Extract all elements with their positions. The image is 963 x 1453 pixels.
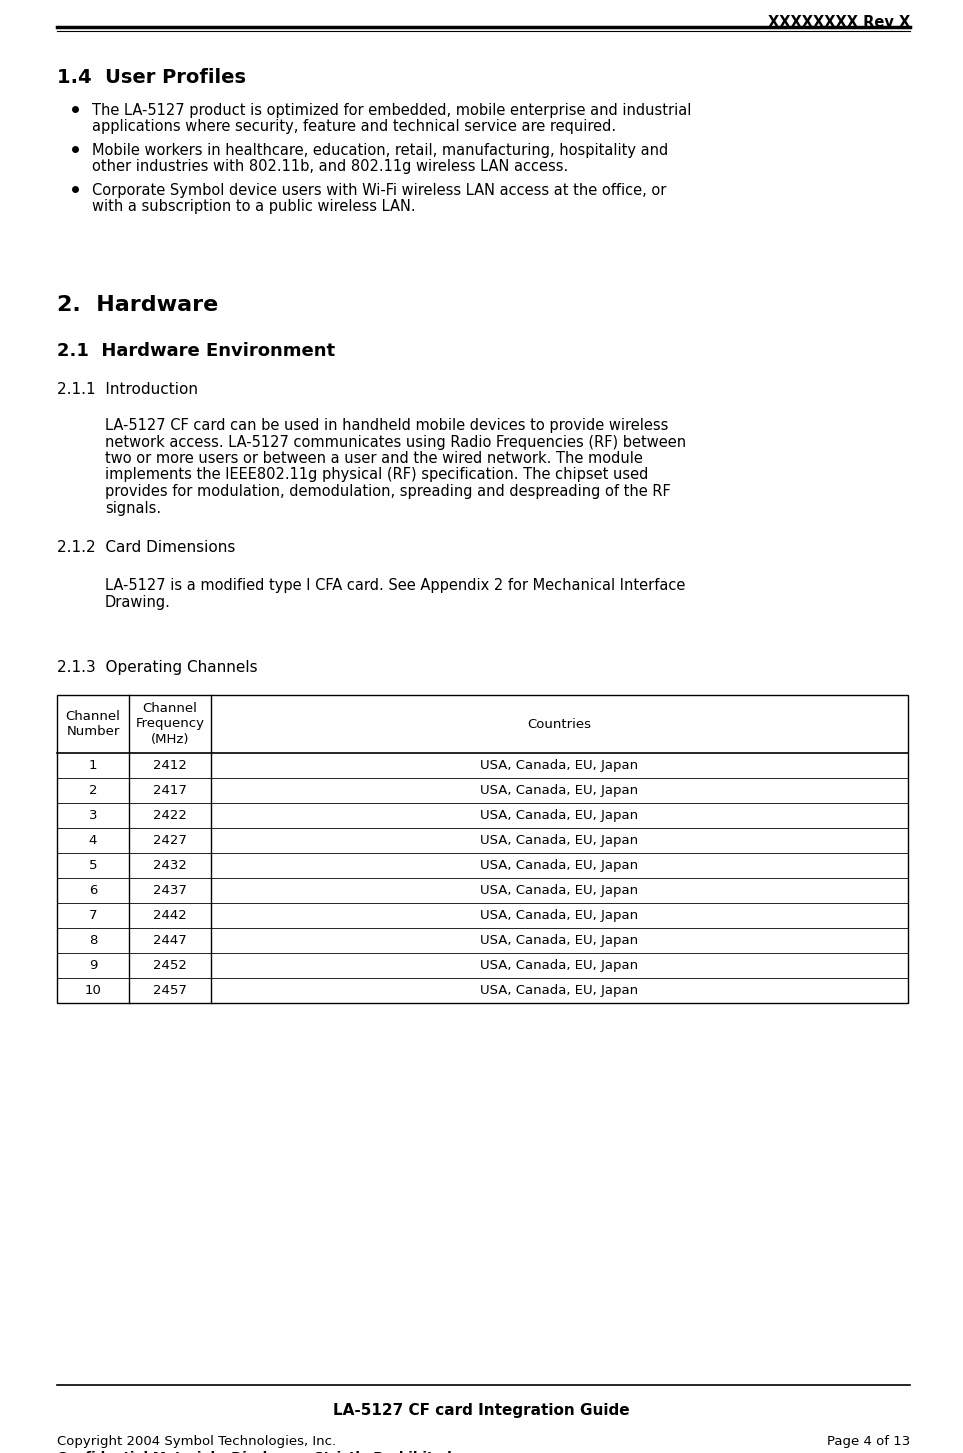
Text: USA, Canada, EU, Japan: USA, Canada, EU, Japan — [481, 984, 638, 997]
Text: 2.1.1  Introduction: 2.1.1 Introduction — [57, 382, 198, 397]
Text: 2432: 2432 — [153, 859, 187, 872]
Text: 2: 2 — [89, 785, 97, 798]
Text: 2422: 2422 — [153, 809, 187, 822]
Text: 2412: 2412 — [153, 758, 187, 772]
Text: Page 4 of 13: Page 4 of 13 — [827, 1436, 910, 1449]
Text: 2452: 2452 — [153, 959, 187, 972]
Text: Channel
Frequency
(MHz): Channel Frequency (MHz) — [136, 702, 204, 745]
Text: USA, Canada, EU, Japan: USA, Canada, EU, Japan — [481, 834, 638, 847]
Text: LA-5127 CF card can be used in handheld mobile devices to provide wireless: LA-5127 CF card can be used in handheld … — [105, 418, 668, 433]
Text: Confidential Material – Disclosure Strictly Prohibited.: Confidential Material – Disclosure Stric… — [57, 1452, 456, 1453]
Text: 6: 6 — [89, 883, 97, 897]
Text: 9: 9 — [89, 959, 97, 972]
Text: two or more users or between a user and the wired network. The module: two or more users or between a user and … — [105, 450, 643, 466]
Text: USA, Canada, EU, Japan: USA, Canada, EU, Japan — [481, 859, 638, 872]
Text: USA, Canada, EU, Japan: USA, Canada, EU, Japan — [481, 809, 638, 822]
Text: USA, Canada, EU, Japan: USA, Canada, EU, Japan — [481, 934, 638, 947]
Text: 4: 4 — [89, 834, 97, 847]
Text: 2.1.3  Operating Channels: 2.1.3 Operating Channels — [57, 660, 258, 676]
Text: 2457: 2457 — [153, 984, 187, 997]
Text: Copyright 2004 Symbol Technologies, Inc.: Copyright 2004 Symbol Technologies, Inc. — [57, 1436, 336, 1449]
Text: 2.1.2  Card Dimensions: 2.1.2 Card Dimensions — [57, 541, 235, 555]
Text: network access. LA-5127 communicates using Radio Frequencies (RF) between: network access. LA-5127 communicates usi… — [105, 434, 686, 449]
Text: 2447: 2447 — [153, 934, 187, 947]
Text: The LA-5127 product is optimized for embedded, mobile enterprise and industrial: The LA-5127 product is optimized for emb… — [92, 103, 691, 118]
Text: Channel
Number: Channel Number — [65, 711, 120, 738]
Text: 8: 8 — [89, 934, 97, 947]
Text: LA-5127 is a modified type I CFA card. See Appendix 2 for Mechanical Interface: LA-5127 is a modified type I CFA card. S… — [105, 578, 686, 593]
Text: provides for modulation, demodulation, spreading and despreading of the RF: provides for modulation, demodulation, s… — [105, 484, 671, 498]
Text: 1.4  User Profiles: 1.4 User Profiles — [57, 68, 246, 87]
Bar — [57, 695, 908, 1003]
Text: USA, Canada, EU, Japan: USA, Canada, EU, Japan — [481, 758, 638, 772]
Text: 7: 7 — [89, 910, 97, 923]
Text: signals.: signals. — [105, 500, 161, 516]
Text: implements the IEEE802.11g physical (RF) specification. The chipset used: implements the IEEE802.11g physical (RF)… — [105, 468, 648, 482]
Text: 1: 1 — [89, 758, 97, 772]
Text: Mobile workers in healthcare, education, retail, manufacturing, hospitality and: Mobile workers in healthcare, education,… — [92, 142, 668, 158]
Text: USA, Canada, EU, Japan: USA, Canada, EU, Japan — [481, 785, 638, 798]
Text: 3: 3 — [89, 809, 97, 822]
Text: Corporate Symbol device users with Wi-Fi wireless LAN access at the office, or: Corporate Symbol device users with Wi-Fi… — [92, 183, 666, 198]
Text: 2427: 2427 — [153, 834, 187, 847]
Text: XXXXXXXX Rev X: XXXXXXXX Rev X — [768, 15, 910, 31]
Text: USA, Canada, EU, Japan: USA, Canada, EU, Japan — [481, 959, 638, 972]
Text: applications where security, feature and technical service are required.: applications where security, feature and… — [92, 119, 616, 134]
Text: 2.1  Hardware Environment: 2.1 Hardware Environment — [57, 341, 335, 360]
Text: LA-5127 CF card Integration Guide: LA-5127 CF card Integration Guide — [332, 1404, 629, 1418]
Text: 2437: 2437 — [153, 883, 187, 897]
Text: 2417: 2417 — [153, 785, 187, 798]
Text: 2442: 2442 — [153, 910, 187, 923]
Text: Drawing.: Drawing. — [105, 594, 170, 609]
Text: USA, Canada, EU, Japan: USA, Canada, EU, Japan — [481, 883, 638, 897]
Text: 10: 10 — [85, 984, 101, 997]
Text: Countries: Countries — [528, 718, 591, 731]
Text: other industries with 802.11b, and 802.11g wireless LAN access.: other industries with 802.11b, and 802.1… — [92, 158, 568, 174]
Text: 2.  Hardware: 2. Hardware — [57, 295, 219, 315]
Text: USA, Canada, EU, Japan: USA, Canada, EU, Japan — [481, 910, 638, 923]
Text: 5: 5 — [89, 859, 97, 872]
Text: with a subscription to a public wireless LAN.: with a subscription to a public wireless… — [92, 199, 416, 214]
